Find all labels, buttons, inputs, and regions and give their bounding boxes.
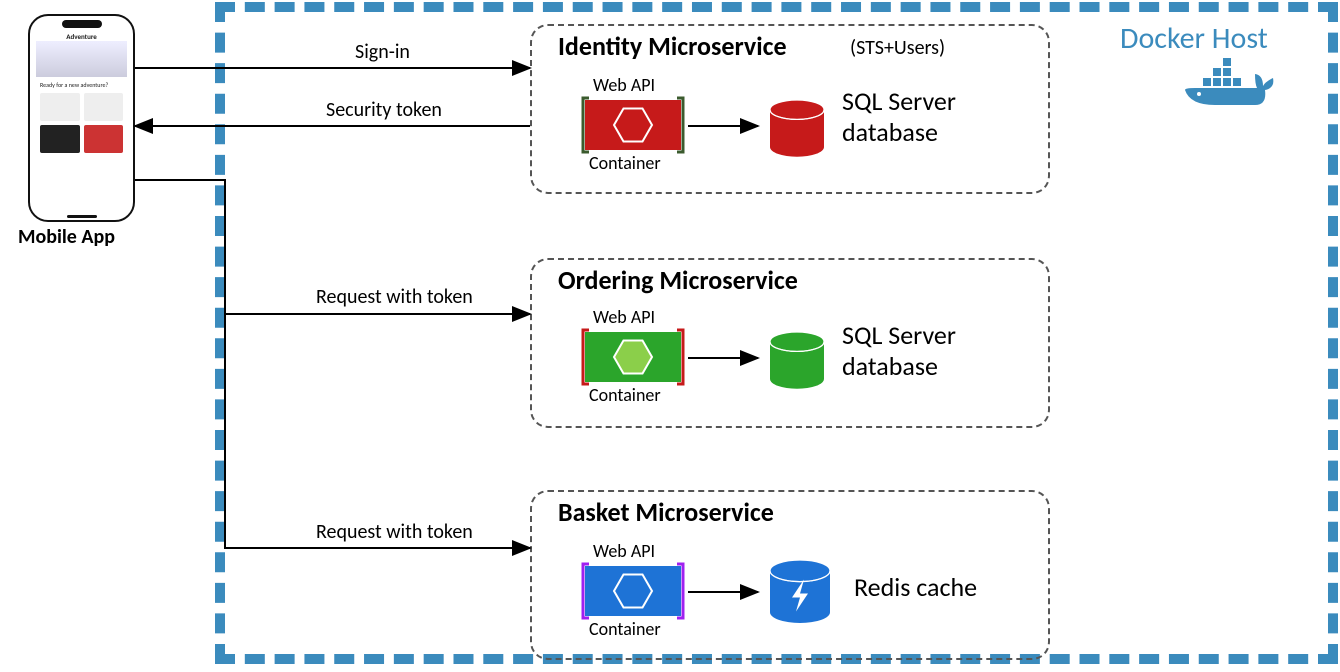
basket-webapi-label: Web API	[593, 540, 655, 562]
basket-title: Basket Microservice	[558, 496, 774, 528]
ordering-db-label: SQL Serverdatabase	[842, 320, 956, 382]
phone-screen: Adventure Ready for a new adventure?	[36, 30, 127, 210]
request-basket-label: Request with token	[316, 520, 473, 544]
identity-container-label: Container	[589, 152, 661, 174]
request-ordering-label: Request with token	[316, 285, 473, 309]
phone-notch	[62, 20, 102, 28]
docker-host-label: Docker Host	[1120, 20, 1268, 57]
identity-title: Identity Microservice	[558, 30, 787, 62]
security-label: Security token	[326, 98, 442, 122]
signin-label: Sign-in	[355, 40, 410, 64]
basket-db-label: Redis cache	[854, 572, 977, 603]
mobile-phone: Adventure Ready for a new adventure?	[28, 14, 135, 222]
identity-webapi-label: Web API	[593, 74, 655, 96]
ordering-webapi-label: Web API	[593, 306, 655, 328]
basket-container-label: Container	[589, 618, 661, 640]
mobile-app-label: Mobile App	[18, 225, 115, 249]
identity-subtitle: (STS+Users)	[850, 36, 945, 60]
identity-db-label: SQL Serverdatabase	[842, 86, 956, 148]
ordering-title: Ordering Microservice	[558, 264, 798, 296]
ordering-container-label: Container	[589, 384, 661, 406]
diagram-canvas: Docker Host Adventure Ready for a new ad…	[0, 0, 1340, 672]
